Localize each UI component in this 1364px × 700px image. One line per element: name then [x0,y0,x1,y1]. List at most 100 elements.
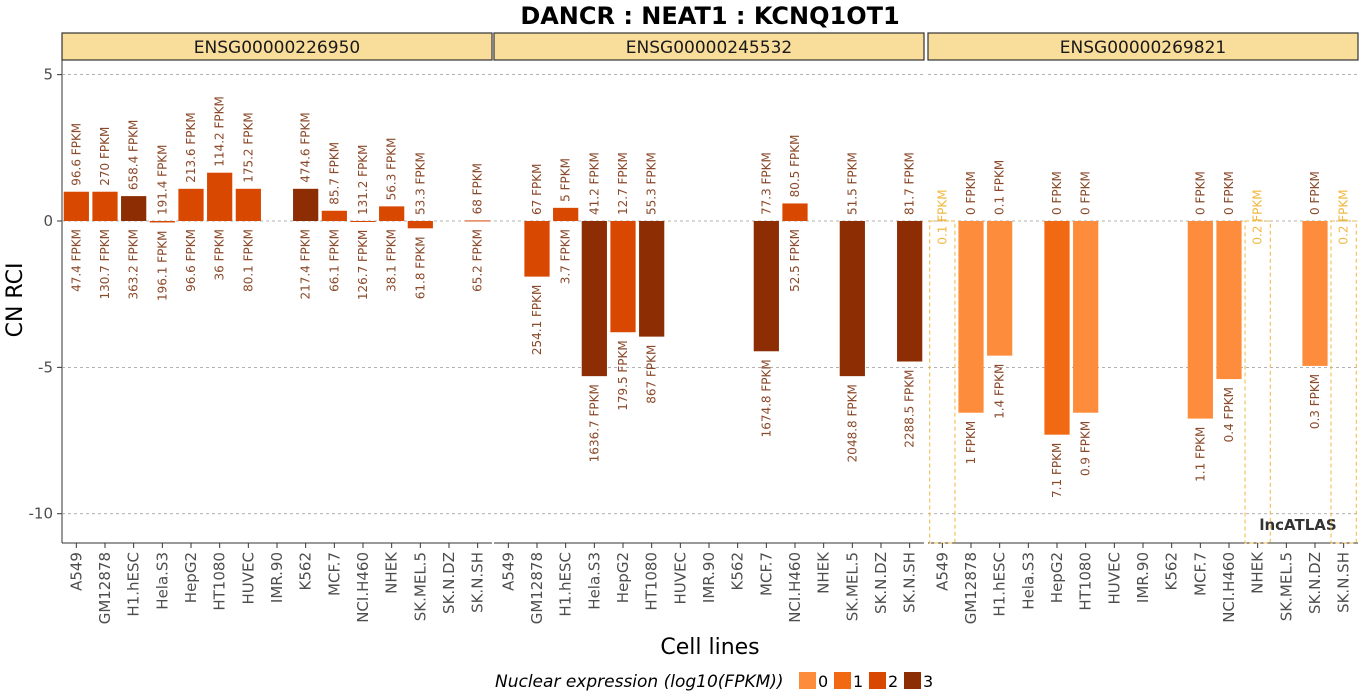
nuc-fpkm-label: 217.4 FPKM [299,229,313,300]
nuc-fpkm-label: 80.1 FPKM [241,229,255,292]
cyto-fpkm-label: 68 FPKM [471,163,485,214]
nuc-fpkm-label: 2048.8 FPKM [845,384,859,462]
x-tick-label: HUVEC [239,552,257,604]
panel-strip [61,32,493,61]
legend-label: 3 [923,672,933,691]
nuc-fpkm-label: 0.3 FPKM [1308,374,1322,429]
cyto-fpkm-label: 53.3 FPKM [413,152,427,215]
legend: Nuclear expression (log10(FPKM)) 0 1 2 3 [495,672,933,692]
cyto-fpkm-label: 0 FPKM [1308,171,1322,215]
cyto-fpkm-label: 51.5 FPKM [845,152,859,215]
legend-label: 2 [888,672,898,691]
panel-strip [927,32,1359,61]
nuc-fpkm-label: 66.1 FPKM [327,229,341,292]
bar [465,220,491,222]
x-tick-label: H1.hESC [125,552,143,617]
cyto-fpkm-label: 55.3 FPKM [645,152,659,215]
x-tick-label: GM12878 [528,552,546,624]
bar [293,188,319,221]
bar [1073,221,1099,413]
x-tick-label: SK.N.SH [1335,552,1353,613]
nuc-fpkm-label: 0.4 FPKM [1222,387,1236,442]
bar [839,221,865,377]
x-tick-label: Hela.S3 [1019,552,1037,610]
cyto-fpkm-label: 114.2 FPKM [213,96,227,167]
x-tick-label: K562 [297,552,315,590]
cyto-fpkm-label: 96.6 FPKM [69,123,83,186]
nuc-fpkm-label: 47.4 FPKM [69,229,83,292]
x-tick-label: HepG2 [182,552,200,603]
nuc-fpkm-label: 1.1 FPKM [1193,427,1207,482]
bar [92,191,118,221]
x-tick-label: K562 [1163,552,1181,590]
x-tick-label: A549 [67,552,85,591]
legend-label: 1 [853,672,863,691]
cyto-fpkm-label: 5 FPKM [559,158,573,202]
nuc-fpkm-label: 7.1 FPKM [1050,443,1064,498]
x-tick-label: GM12878 [96,552,114,624]
x-tick-label: HT1080 [643,552,661,611]
x-tick-label: IMR.90 [700,552,718,603]
missing-data-label: 0.1 FPKM [935,189,949,244]
x-tick-label: HepG2 [1048,552,1066,603]
cyto-fpkm-label: 77.3 FPKM [759,152,773,215]
nuc-fpkm-label: 65.2 FPKM [471,229,485,292]
nuc-fpkm-label: 3.7 FPKM [559,229,573,284]
x-tick-label: Hela.S3 [585,552,603,610]
bar [610,221,636,333]
x-tick-label: A549 [933,552,951,591]
nuc-fpkm-label: 254.1 FPKM [530,285,544,356]
x-tick-label: HUVEC [1105,552,1123,604]
x-tick-label: SK.MEL.5 [411,552,429,621]
cyto-fpkm-label: 67 FPKM [530,164,544,215]
y-axis-label: CN RCI [3,263,28,338]
x-tick-label: Hela.S3 [153,552,171,610]
bar [958,221,984,413]
bar [1187,221,1213,419]
nuc-fpkm-label: 196.1 FPKM [155,230,169,301]
x-tick-label: H1.hESC [557,552,575,617]
bar [149,221,175,223]
legend-swatch [869,672,886,689]
nuc-fpkm-label: 96.6 FPKM [184,229,198,292]
bar [207,172,233,221]
nuc-fpkm-label: 1636.7 FPKM [587,384,601,462]
cyto-fpkm-label: 474.6 FPKM [299,112,313,183]
bar [379,206,405,221]
cyto-fpkm-label: 213.6 FPKM [184,112,198,183]
legend-swatch [799,672,816,689]
panel-2: ENSG00000269821 0.1 FPKM 0.2 FPKM 0.2 FPKM A… [927,32,1359,624]
cyto-fpkm-label: 658.4 FPKM [127,120,141,191]
nuc-fpkm-label: 36 FPKM [213,229,227,280]
cyto-fpkm-label: 270 FPKM [98,127,112,186]
x-tick-label: K562 [729,552,747,590]
bar [524,221,550,277]
x-tick-label: NCI.H460 [354,552,372,623]
missing-data-outline [1244,220,1271,544]
x-tick-label: HUVEC [671,552,689,604]
x-tick-label: A549 [499,552,517,591]
bar [553,207,579,221]
nuc-fpkm-label: 130.7 FPKM [98,229,112,300]
cyto-fpkm-label: 56.3 FPKM [385,137,399,200]
cyto-fpkm-label: 191.4 FPKM [155,144,169,215]
nuc-fpkm-label: 126.7 FPKM [356,230,370,301]
bar [121,196,147,221]
bar [639,221,665,337]
bar [753,221,779,352]
x-tick-label: NCI.H460 [1220,552,1238,623]
bar [235,188,261,221]
x-tick-label: HepG2 [614,552,632,603]
nuc-fpkm-label: 363.2 FPKM [127,229,141,300]
x-tick-label: MCF.7 [1191,552,1209,596]
cyto-fpkm-label: 131.2 FPKM [356,144,370,215]
nuc-fpkm-label: 179.5 FPKM [616,340,630,411]
cyto-fpkm-label: 41.2 FPKM [587,152,601,215]
x-axis-label: Cell lines [660,635,759,660]
nuc-fpkm-label: 1674.8 FPKM [759,359,773,437]
bar [1216,221,1242,380]
x-tick-label: MCF.7 [757,552,775,596]
x-tick-label: SK.N.DZ [1306,552,1324,614]
x-tick-label: SK.N.SH [901,552,919,613]
y-tick-label: -10 [29,505,54,523]
